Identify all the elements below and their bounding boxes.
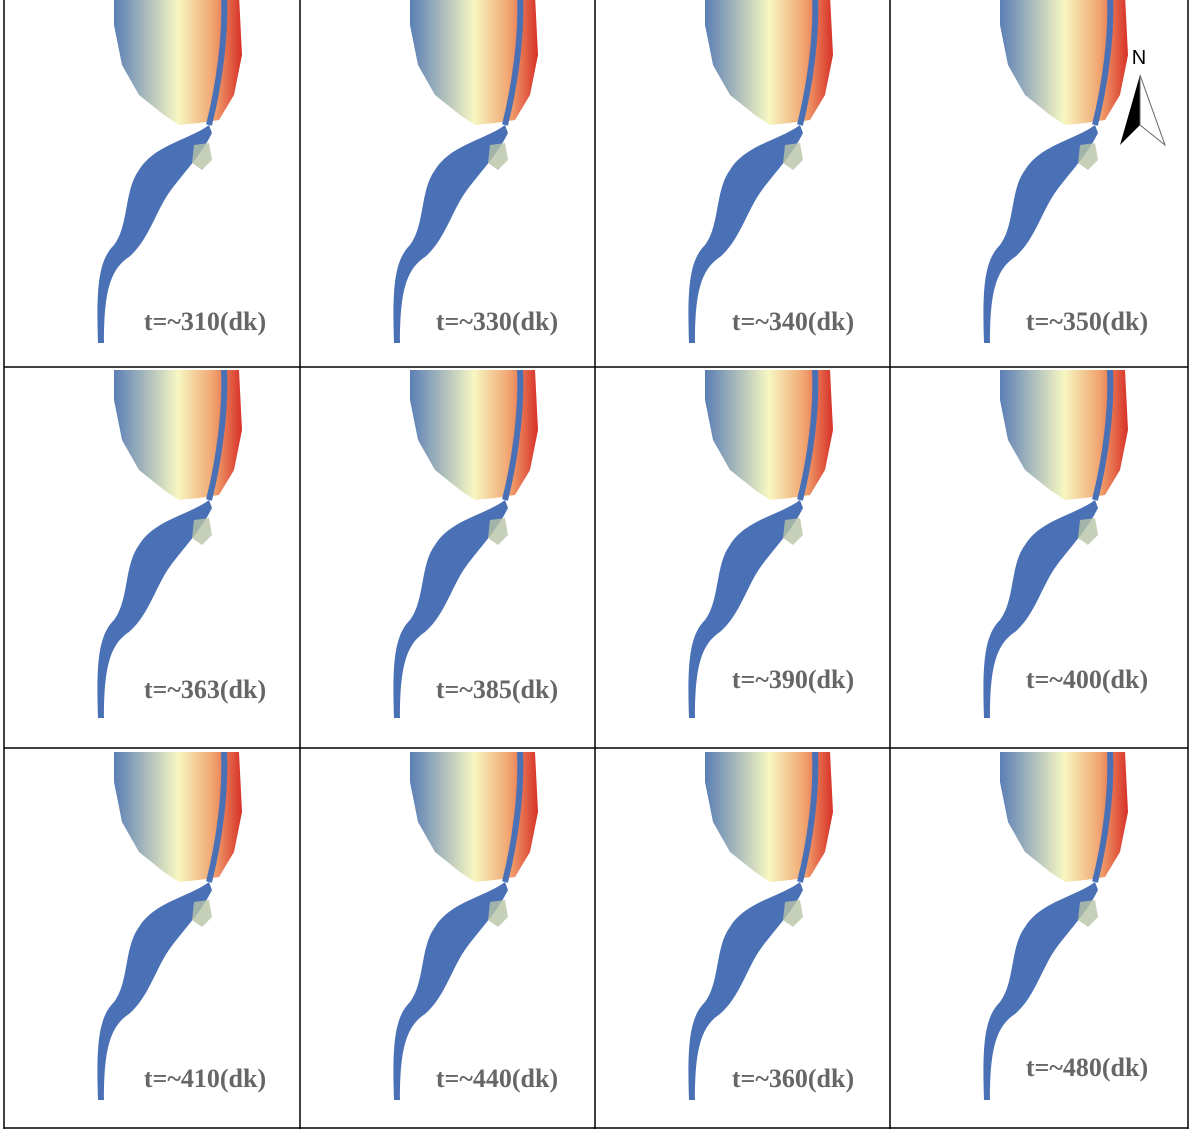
map-panel <box>393 370 538 718</box>
panel-label: t=~350(dk) <box>1026 307 1148 336</box>
north-arrow: N <box>1120 47 1167 147</box>
map-panel <box>97 370 242 718</box>
panel-label: t=~340(dk) <box>732 307 854 336</box>
map-panel <box>983 752 1128 1100</box>
panel-label: t=~310(dk) <box>144 307 266 336</box>
map-panel <box>393 752 538 1100</box>
north-label: N <box>1132 47 1146 69</box>
map-panel <box>97 752 242 1100</box>
map-panel <box>983 0 1128 343</box>
map-panel <box>688 0 833 343</box>
panel-label: t=~440(dk) <box>436 1064 558 1093</box>
panel-label: t=~390(dk) <box>732 665 854 694</box>
panel-label: t=~400(dk) <box>1026 665 1148 694</box>
map-panel <box>97 0 242 343</box>
panel-label: t=~330(dk) <box>436 307 558 336</box>
panel-label: t=~360(dk) <box>732 1064 854 1093</box>
panel-label: t=~480(dk) <box>1026 1053 1148 1082</box>
map-panel <box>393 0 538 343</box>
panel-label: t=~410(dk) <box>144 1064 266 1093</box>
grid-lines <box>3 0 1189 1129</box>
panel-label: t=~385(dk) <box>436 675 558 704</box>
panel-label: t=~363(dk) <box>144 675 266 704</box>
map-panel <box>688 752 833 1100</box>
